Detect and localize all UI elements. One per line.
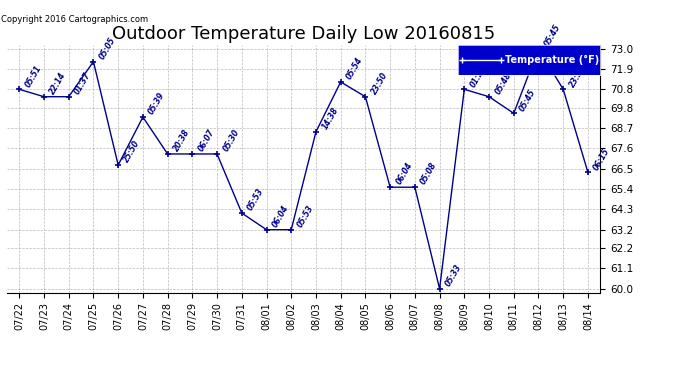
Text: 05:51: 05:51: [23, 63, 43, 88]
Text: 23:52: 23:52: [567, 63, 587, 88]
Text: 06:04: 06:04: [270, 204, 290, 229]
Text: 05:48: 05:48: [493, 70, 513, 96]
Text: 06:04: 06:04: [394, 161, 414, 186]
Text: 05:53: 05:53: [246, 187, 266, 212]
Text: 25:50: 25:50: [122, 139, 142, 164]
Text: 05:54: 05:54: [345, 56, 364, 81]
Text: Copyright 2016 Cartographics.com: Copyright 2016 Cartographics.com: [1, 15, 148, 24]
Text: 05:33: 05:33: [444, 263, 464, 288]
Text: 06:07: 06:07: [197, 128, 216, 153]
Text: 05:30: 05:30: [221, 128, 241, 153]
Text: 05:53: 05:53: [295, 204, 315, 229]
Text: 01:28: 01:28: [469, 63, 489, 88]
Text: 05:45: 05:45: [518, 87, 538, 112]
Text: 06:15: 06:15: [592, 146, 612, 172]
Text: 20:38: 20:38: [172, 128, 192, 153]
Title: Outdoor Temperature Daily Low 20160815: Outdoor Temperature Daily Low 20160815: [112, 26, 495, 44]
Text: 14:38: 14:38: [320, 106, 340, 131]
Text: 05:08: 05:08: [419, 161, 439, 186]
Text: 05:45: 05:45: [542, 22, 562, 48]
Text: 05:05: 05:05: [97, 36, 117, 61]
Text: 23:50: 23:50: [370, 70, 389, 96]
Text: 22:14: 22:14: [48, 70, 68, 96]
Text: 05:39: 05:39: [147, 91, 167, 116]
Text: 01:37: 01:37: [73, 70, 92, 96]
